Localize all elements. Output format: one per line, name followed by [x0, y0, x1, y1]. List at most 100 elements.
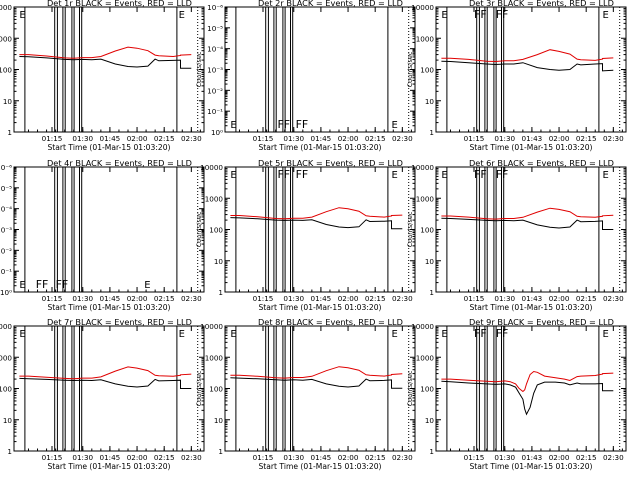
- flag-ff: FF: [36, 278, 49, 291]
- y-tick-label: 10⁻⁶: [0, 163, 12, 172]
- y-tick-label: 1: [429, 128, 434, 137]
- series-lld: [230, 207, 403, 220]
- series-lld: [19, 46, 192, 59]
- x-tick-label: 02:00: [127, 453, 148, 462]
- x-tick-label: 01:15: [42, 453, 63, 462]
- series-events: [230, 377, 403, 389]
- plot-frame: [435, 166, 627, 293]
- y-tick-label: 1: [218, 288, 223, 297]
- x-tick-label: 02:00: [549, 294, 570, 303]
- x-tick-label: 02:00: [338, 453, 359, 462]
- y-tick-label: 1: [7, 447, 12, 456]
- flag-e: E: [602, 329, 608, 340]
- flag-ff: FF: [296, 118, 309, 131]
- y-axis-title: Counts/sec: [195, 370, 203, 406]
- x-tick-label: 01:15: [464, 453, 485, 462]
- flag-e: E: [230, 329, 236, 340]
- x-tick-label: 02:15: [365, 134, 386, 143]
- x-tick-label: 02:15: [154, 134, 175, 143]
- x-tick-label: 02:15: [576, 134, 597, 143]
- series-events: [441, 60, 614, 72]
- flag-ff: FF: [277, 168, 290, 181]
- y-axis-title: Counts/sec: [406, 211, 414, 247]
- x-tick-label: 02:15: [154, 294, 175, 303]
- x-tick-label: 02:30: [603, 134, 624, 143]
- flag-e: E: [19, 329, 25, 340]
- x-tick-label: 01:45: [311, 134, 332, 143]
- y-tick-label: 100: [209, 226, 223, 235]
- flag-ff: FF: [56, 278, 69, 291]
- x-axis-title: Start Time (01-Mar-15 01:03:20): [47, 462, 170, 471]
- y-tick-label: 10000: [0, 322, 12, 331]
- y-tick-label: 10⁻⁵: [0, 184, 12, 193]
- y-tick-label: 10⁻⁴: [0, 205, 12, 214]
- x-tick-label: 02:30: [392, 294, 413, 303]
- x-tick-label: 01:30: [283, 134, 304, 143]
- y-tick-label: 1000: [0, 34, 12, 43]
- x-tick-label: 01:30: [283, 453, 304, 462]
- series-lld: [441, 49, 614, 63]
- panel-title: Det 1r BLACK = Events, RED = LLD: [47, 0, 192, 8]
- y-tick-label: 10⁻⁶: [207, 3, 223, 12]
- flag-ff: FF: [474, 8, 487, 21]
- x-tick-label: 01:30: [72, 453, 93, 462]
- y-tick-label: 10⁰: [0, 288, 12, 297]
- y-tick-label: 10000: [411, 163, 434, 172]
- y-axis-title: Counts/sec: [195, 51, 203, 87]
- panel-title: Det 4r BLACK = Events, RED = LLD: [47, 158, 192, 168]
- y-tick-label: 10: [425, 257, 435, 266]
- x-tick-label: 02:30: [603, 453, 624, 462]
- x-axis-title: Start Time (01-Mar-15 01:03:20): [258, 143, 381, 152]
- flag-ff: FF: [496, 8, 509, 21]
- x-tick-label: 02:30: [603, 294, 624, 303]
- y-tick-label: 10: [425, 416, 435, 425]
- series-events: [230, 217, 403, 230]
- x-tick-label: 01:30: [72, 294, 93, 303]
- x-tick-label: 02:00: [338, 294, 359, 303]
- x-tick-label: 01:43: [522, 134, 543, 143]
- panel-title: Det 8r BLACK = Events, RED = LLD: [258, 317, 403, 327]
- y-tick-label: 10000: [411, 322, 434, 331]
- panel-det4: Det 4r BLACK = Events, RED = LLD 10⁰ 10⁻¹ 1…: [0, 158, 205, 312]
- x-tick-label: 01:45: [100, 453, 121, 462]
- panel-title: Det 2r BLACK = Events, RED = LLD: [258, 0, 403, 8]
- flag-e: E: [602, 170, 608, 181]
- x-axis-title: Start Time (01-Mar-15 01:03:20): [258, 303, 381, 312]
- x-tick-label: 01:30: [494, 453, 515, 462]
- y-tick-label: 1: [7, 128, 12, 137]
- y-tick-label: 10: [214, 257, 224, 266]
- flag-e: E: [230, 120, 236, 131]
- series-events: [441, 380, 614, 416]
- x-tick-label: 02:15: [576, 453, 597, 462]
- x-tick-label: 02:00: [549, 453, 570, 462]
- x-tick-label: 02:00: [338, 134, 359, 143]
- flag-ff: FF: [496, 327, 509, 340]
- x-tick-label: 01:15: [42, 294, 63, 303]
- flag-e: E: [19, 280, 25, 291]
- x-axis-title: Start Time (01-Mar-15 01:03:20): [47, 143, 170, 152]
- x-tick-label: 01:30: [494, 134, 515, 143]
- x-tick-label: 02:15: [365, 294, 386, 303]
- flag-e: E: [391, 120, 397, 131]
- y-tick-label: 1000: [205, 194, 224, 203]
- panel-det9: Det 9r BLACK = Events, RED = LLD 1 10 100 10…: [406, 317, 627, 471]
- y-tick-label: 10⁰: [211, 128, 223, 137]
- flag-e: E: [441, 329, 447, 340]
- y-tick-label: 100: [0, 66, 12, 75]
- y-tick-label: 1: [429, 288, 434, 297]
- series-lld: [230, 366, 403, 379]
- panel-det2: Det 2r BLACK = Events, RED = LLD 10⁰ 10⁻¹ 1…: [195, 0, 416, 152]
- series-events: [19, 56, 192, 69]
- x-tick-label: 01:30: [72, 134, 93, 143]
- series-events: [441, 217, 614, 230]
- y-tick-label: 10: [3, 416, 13, 425]
- y-tick-label: 100: [420, 226, 434, 235]
- x-tick-label: 02:30: [392, 134, 413, 143]
- y-tick-label: 10: [214, 416, 224, 425]
- plot-frame: [224, 166, 416, 293]
- x-axis-title: Start Time (01-Mar-15 01:03:20): [47, 303, 170, 312]
- x-tick-label: 01:15: [253, 453, 274, 462]
- y-tick-label: 100: [0, 385, 12, 394]
- x-tick-label: 01:15: [253, 134, 274, 143]
